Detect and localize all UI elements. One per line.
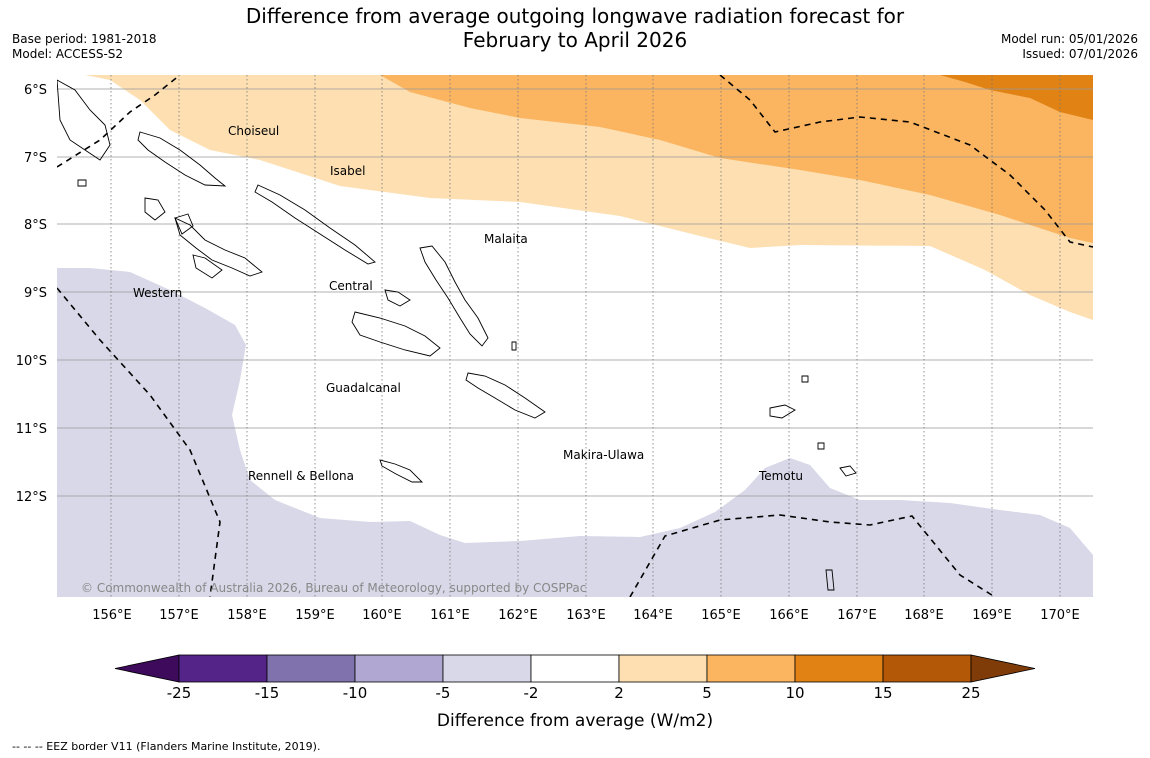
lon-label: 167°E [837,608,877,623]
region-label-malaita: Malaita [484,232,528,246]
model-name: Model: ACCESS-S2 [12,47,124,61]
issued-date: Issued: 07/01/2026 [1022,47,1138,61]
colorbar-swatch [794,654,884,683]
region-labels: Choiseul Isabel Malaita Western Central … [133,124,803,483]
island-makira [465,372,546,419]
island-new-georgia [174,217,263,277]
title-line-2: February to April 2026 [462,28,688,52]
anomaly-band-neg2-neg5 [57,268,1093,597]
colorbar-swatch [706,654,796,683]
colorbar-tick: 2 [614,684,624,702]
colorbar-swatch [618,654,708,683]
island-choiseul [137,131,227,187]
map-area [57,75,1093,597]
colorbar-tick: -2 [524,684,539,702]
island-santa-cruz [769,404,796,419]
region-label-western: Western [133,286,182,300]
graticule [57,88,1093,497]
lon-label: 157°E [159,608,199,623]
lon-label: 166°E [769,608,809,623]
island-florida [384,289,411,307]
colorbar-swatch [882,654,972,683]
chart-title: Difference from average outgoing longwav… [0,4,1150,52]
colorbar-swatch [266,654,356,683]
copyright-notice: © Commonwealth of Australia 2026, Bureau… [81,581,586,595]
region-label-isabel: Isabel [330,164,365,178]
lon-label: 158°E [227,608,267,623]
region-label-rennell-bellona: Rennell & Bellona [248,469,354,483]
anomaly-band-10-15 [940,75,1093,120]
lon-label: 163°E [566,608,606,623]
island-shortland [77,179,87,187]
colorbar-swatch [354,654,444,683]
island-vanikoro [839,465,857,477]
latitude-labels: 6°S 7°S 8°S 9°S 10°S 11°S 12°S [16,83,47,505]
meta-left: Base period: 1981-2018 Model: ACCESS-S2 [12,32,157,62]
longitude-labels: 156°E 157°E 158°E 159°E 160°E 161°E 162°… [92,608,1080,623]
island-tikopia [817,442,825,450]
lon-label: 170°E [1040,608,1080,623]
island-malaita [419,245,489,347]
eez-border [57,75,1093,597]
colorbar-tick: -15 [255,684,280,702]
region-label-makira-ulawa: Makira-Ulawa [563,448,644,462]
coastlines [57,79,857,591]
colorbar-swatch [530,654,620,683]
lon-label: 162°E [498,608,538,623]
region-label-choiseul: Choiseul [228,124,279,138]
island-rendova [192,254,223,279]
island-anuta [825,569,835,591]
lon-label: 169°E [972,608,1012,623]
island-reef-islands [801,375,809,383]
island-kolombangara [174,213,194,235]
lat-label: 12°S [16,490,47,505]
lon-label: 168°E [904,608,944,623]
base-period: Base period: 1981-2018 [12,32,157,46]
region-label-temotu: Temotu [758,469,803,483]
island-bougainville [57,79,111,161]
eez-footnote: -- -- -- EEZ border V11 (Flanders Marine… [12,740,321,753]
meta-right: Model run: 05/01/2026 Issued: 07/01/2026 [1001,32,1138,62]
colorbar-swatch [178,654,268,683]
lat-label: 8°S [24,218,47,233]
colorbar-extend-high [970,654,1036,683]
colorbar-tick: -25 [167,684,192,702]
lon-label: 161°E [430,608,470,623]
colorbar-label: Difference from average (W/m2) [437,711,713,731]
colorbar-ticks: -25 -15 -10 -5 -2 2 5 10 15 25 [167,684,981,702]
lon-label: 160°E [362,608,402,623]
lat-label: 9°S [24,286,47,301]
title-line-1: Difference from average outgoing longwav… [245,4,905,28]
lon-label: 159°E [295,608,335,623]
colorbar-tick: 5 [702,684,712,702]
lat-label: 11°S [16,422,47,437]
colorbar-swatch [442,654,532,683]
colorbar-tick: -5 [436,684,451,702]
lat-label: 6°S [24,83,47,98]
map-figure: 6°S 7°S 8°S 9°S 10°S 11°S 12°S 156°E 157… [16,75,1093,623]
colorbar: -25 -15 -10 -5 -2 2 5 10 15 25 Differenc… [114,654,1036,731]
island-guadalcanal [351,311,441,357]
colorbar-tick: 15 [873,684,892,702]
lon-label: 164°E [633,608,673,623]
island-ontong [511,341,517,351]
colorbar-swatches [114,654,1036,683]
colorbar-tick: 25 [961,684,980,702]
lon-label: 165°E [701,608,741,623]
lat-label: 10°S [16,354,47,369]
colorbar-tick: 10 [785,684,804,702]
lat-label: 7°S [24,151,47,166]
island-rennell [379,459,424,483]
region-label-central: Central [329,279,373,293]
colorbar-tick: -10 [343,684,368,702]
lon-label: 156°E [92,608,132,623]
island-vella-lavella [144,197,166,221]
anomaly-band-5-10 [380,75,1093,243]
island-isabel [254,184,376,265]
model-run: Model run: 05/01/2026 [1000,32,1138,46]
colorbar-extend-low [114,654,180,683]
region-label-guadalcanal: Guadalcanal [326,381,401,395]
